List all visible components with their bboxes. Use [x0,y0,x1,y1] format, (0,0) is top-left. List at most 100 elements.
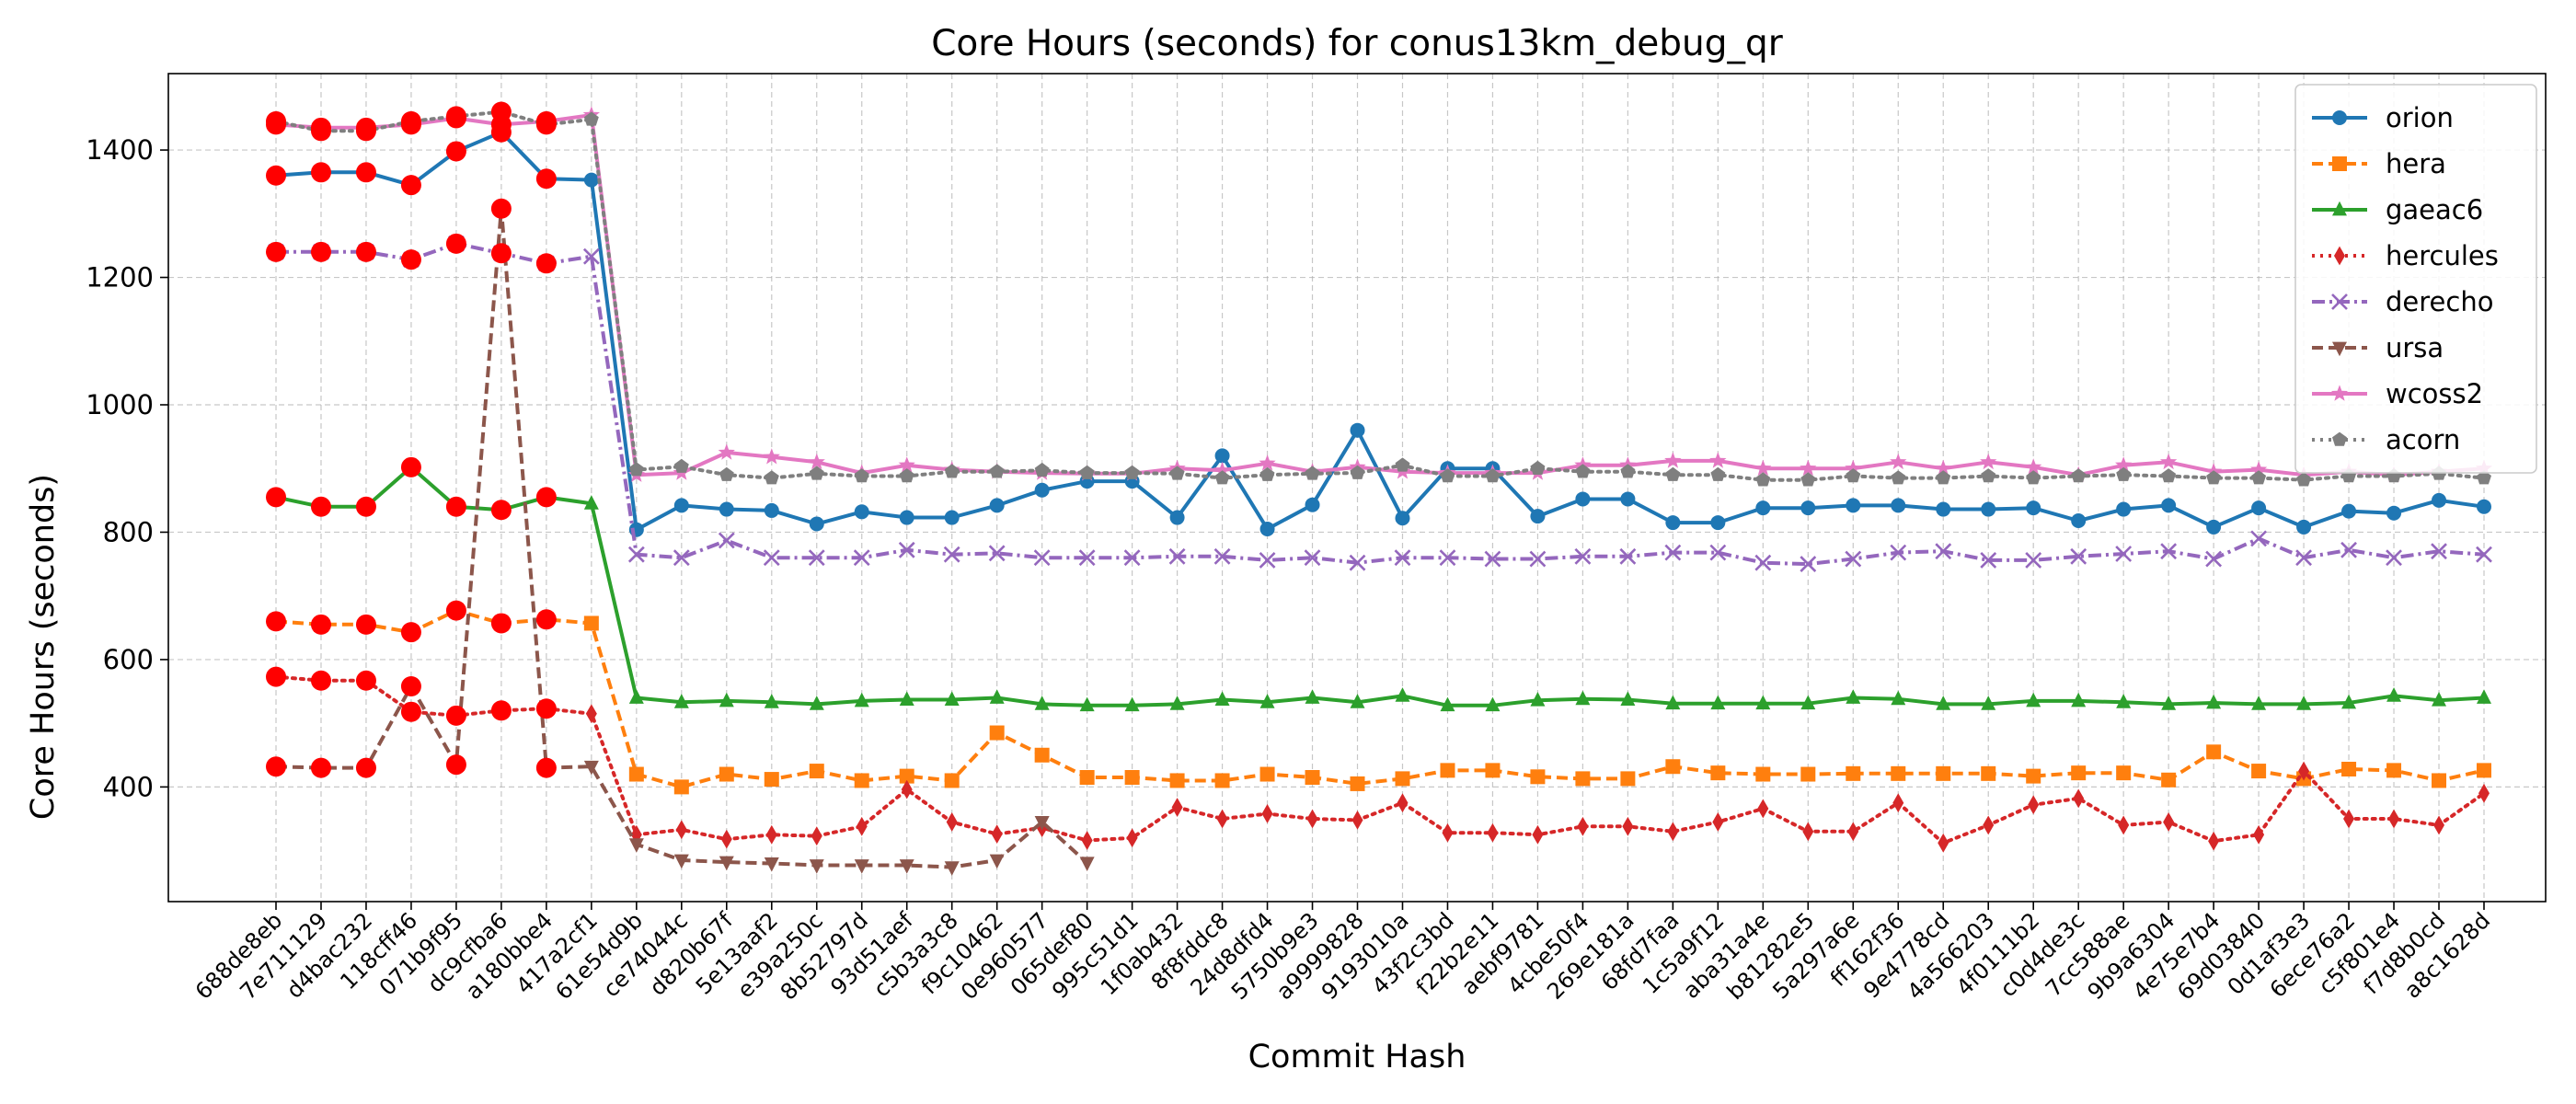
data-point-hercules [2163,812,2175,832]
data-point-acorn [764,470,779,485]
data-point-orion [1575,491,1591,507]
data-point-hera [1079,770,1095,785]
data-point-hercules [2073,788,2085,809]
data-point-orion [2071,513,2087,528]
data-point-gaeac6 [1214,691,1230,706]
y-axis-ticks: 400 600 800 1000 1200 1400 [86,134,168,802]
legend-entry-derecho: derecho [2312,286,2493,317]
data-point-hercules [1351,810,1363,830]
data-point-gaeac6 [583,495,599,510]
legend-marker-hera [2332,156,2347,171]
legend-entry-acorn: acorn [2312,424,2460,455]
data-point-acorn [854,468,869,483]
data-point-hercules [675,820,687,840]
data-point-acorn [2477,470,2491,485]
data-point-hercules [1126,828,1138,848]
data-point-hera [944,773,960,788]
data-point-orion [764,502,779,518]
data-point-hercules [720,829,732,849]
data-point-wcoss2 [1709,452,1727,468]
data-point-ursa [944,861,960,876]
data-point-orion [2206,519,2222,535]
legend-entry-hera: hera [2312,148,2446,179]
data-point-gaeac6 [1124,696,1140,712]
data-point-orion [1846,498,1861,513]
data-point-hera [854,773,869,788]
data-point-hera [1710,765,1726,781]
data-point-acorn [1981,468,1996,483]
highlight-point-orion [355,162,376,183]
data-point-ursa [1079,857,1095,871]
data-point-orion [1034,482,1050,498]
data-point-derecho [2025,552,2042,569]
data-point-derecho [1259,552,1276,569]
data-point-hercules [2433,815,2445,835]
legend-marker-ursa [2332,341,2347,357]
data-point-hercules [2118,815,2130,835]
highlight-point-gaeac6 [355,496,376,517]
data-point-orion [673,498,689,513]
data-point-gaeac6 [2477,689,2491,704]
data-point-gaeac6 [1846,689,1861,704]
data-point-orion [2161,498,2177,513]
data-point-acorn [719,466,734,481]
data-point-acorn [1305,466,1320,480]
series-line-orion [275,130,2485,532]
legend-label-derecho: derecho [2386,286,2493,317]
data-point-hercules [765,824,777,845]
legend-entry-orion: orion [2312,102,2454,133]
data-point-orion [2432,492,2447,508]
data-point-hercules [1532,824,1544,845]
data-point-acorn [1800,472,1816,487]
data-point-derecho [943,546,960,563]
highlight-point-gaeac6 [535,487,557,508]
data-point-wcoss2 [763,448,780,465]
highlight-point-orion [400,175,421,196]
data-point-gaeac6 [1350,694,1365,708]
data-point-orion [2477,499,2491,514]
data-point-wcoss2 [718,443,735,460]
highlight-point-ursa [400,676,421,696]
data-point-gaeac6 [1891,690,1906,706]
data-point-hercules [1261,804,1273,823]
data-point-derecho [2386,549,2402,567]
data-point-acorn [2251,470,2267,485]
data-point-hercules [1757,799,1769,819]
data-point-hercules [2253,824,2265,845]
data-point-wcoss2 [1980,453,1997,470]
highlight-point-derecho [400,249,421,270]
data-point-gaeac6 [1936,696,1951,710]
data-point-derecho [763,549,780,567]
data-point-hercules [1622,816,1634,836]
data-point-hera [899,768,914,784]
data-point-acorn [1575,464,1591,478]
data-point-derecho [2070,547,2087,565]
legend-entry-gaeac6: gaeac6 [2312,194,2483,225]
data-point-derecho [2431,543,2447,560]
data-point-derecho [1123,549,1141,567]
data-point-gaeac6 [2206,694,2222,709]
data-point-hera [628,766,644,782]
data-point-orion [1169,510,1185,525]
highlight-point-gaeac6 [266,487,286,508]
data-point-ursa [1034,816,1050,831]
data-point-orion [809,516,824,532]
data-point-hera [1981,765,1996,781]
data-point-hera [1350,776,1365,791]
legend-marker-derecho [2331,293,2348,310]
data-point-acorn [2296,472,2312,487]
legend-label-acorn: acorn [2386,424,2460,455]
data-point-derecho [2340,541,2357,558]
data-point-hera [989,725,1005,741]
legend-marker-orion [2332,110,2347,125]
legend-entry-hercules: hercules [2312,240,2499,271]
data-point-hercules [2478,783,2490,803]
data-point-hera [2071,765,2087,781]
data-point-derecho [582,247,600,265]
data-point-derecho [898,541,915,558]
highlight-point-gaeac6 [490,500,512,521]
data-point-derecho [1213,547,1231,565]
data-point-derecho [1033,549,1051,567]
data-point-acorn [1755,472,1771,487]
data-point-derecho [2250,530,2268,547]
